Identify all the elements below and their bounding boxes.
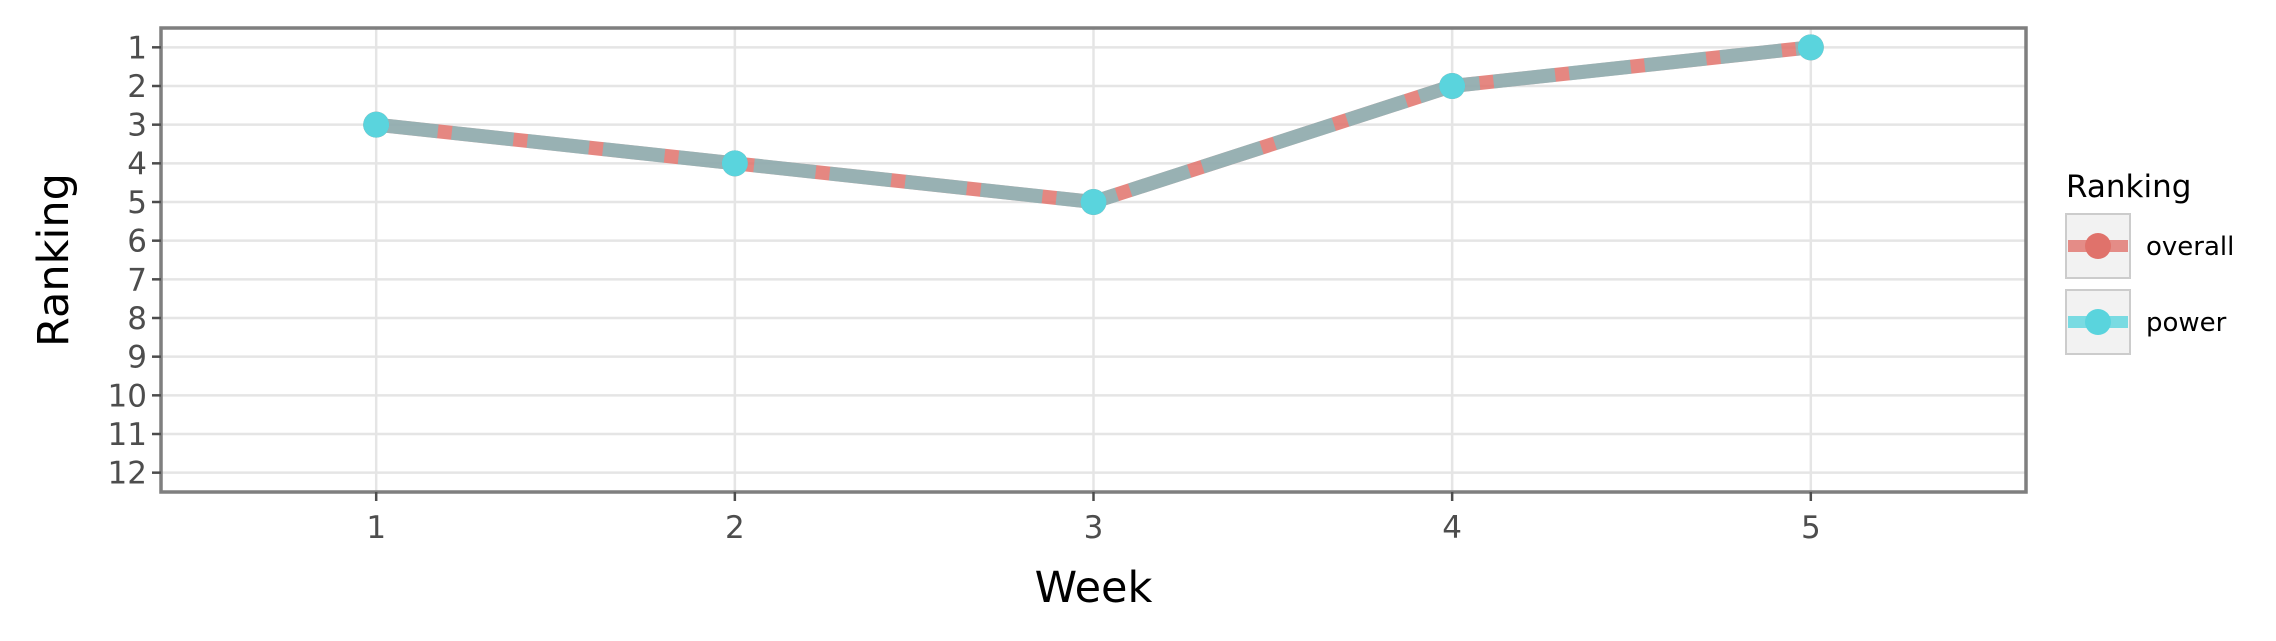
legend: Ranking overall power: [2065, 169, 2234, 355]
y-tick-label: 8: [127, 301, 147, 337]
y-tick-label: 5: [127, 185, 147, 221]
legend-title: Ranking: [2066, 169, 2191, 205]
x-tick-label: 4: [1442, 510, 1462, 546]
x-tick-label: 3: [1084, 510, 1104, 546]
legend-key-point-power: [2085, 309, 2111, 335]
y-tick-label: 7: [127, 262, 147, 298]
series-lines: [363, 34, 1824, 215]
data-point-power: [1080, 189, 1107, 215]
y-tick-label: 9: [127, 340, 147, 376]
x-tick-label: 5: [1801, 510, 1821, 546]
y-tick-label: 6: [127, 224, 147, 260]
data-point-power: [1439, 73, 1466, 99]
y-tick-label: 1: [127, 30, 147, 66]
legend-key-point-overall: [2085, 233, 2111, 259]
y-tick-label: 4: [127, 146, 147, 182]
x-axis-title: Week: [1035, 563, 1153, 613]
y-tick-label: 3: [127, 108, 147, 144]
data-point-power: [1797, 34, 1824, 61]
x-tick-label: 2: [725, 510, 745, 546]
y-tick-label: 11: [108, 417, 147, 453]
y-tick-label: 10: [108, 378, 147, 414]
legend-label-overall: overall: [2146, 232, 2234, 262]
y-tick-label: 12: [108, 456, 147, 492]
x-tick-label: 1: [366, 510, 386, 546]
data-point-power: [363, 111, 390, 138]
y-axis-title: Ranking: [29, 173, 79, 347]
legend-label-power: power: [2146, 308, 2227, 338]
y-tick-label: 2: [127, 69, 147, 105]
data-point-power: [721, 150, 748, 177]
